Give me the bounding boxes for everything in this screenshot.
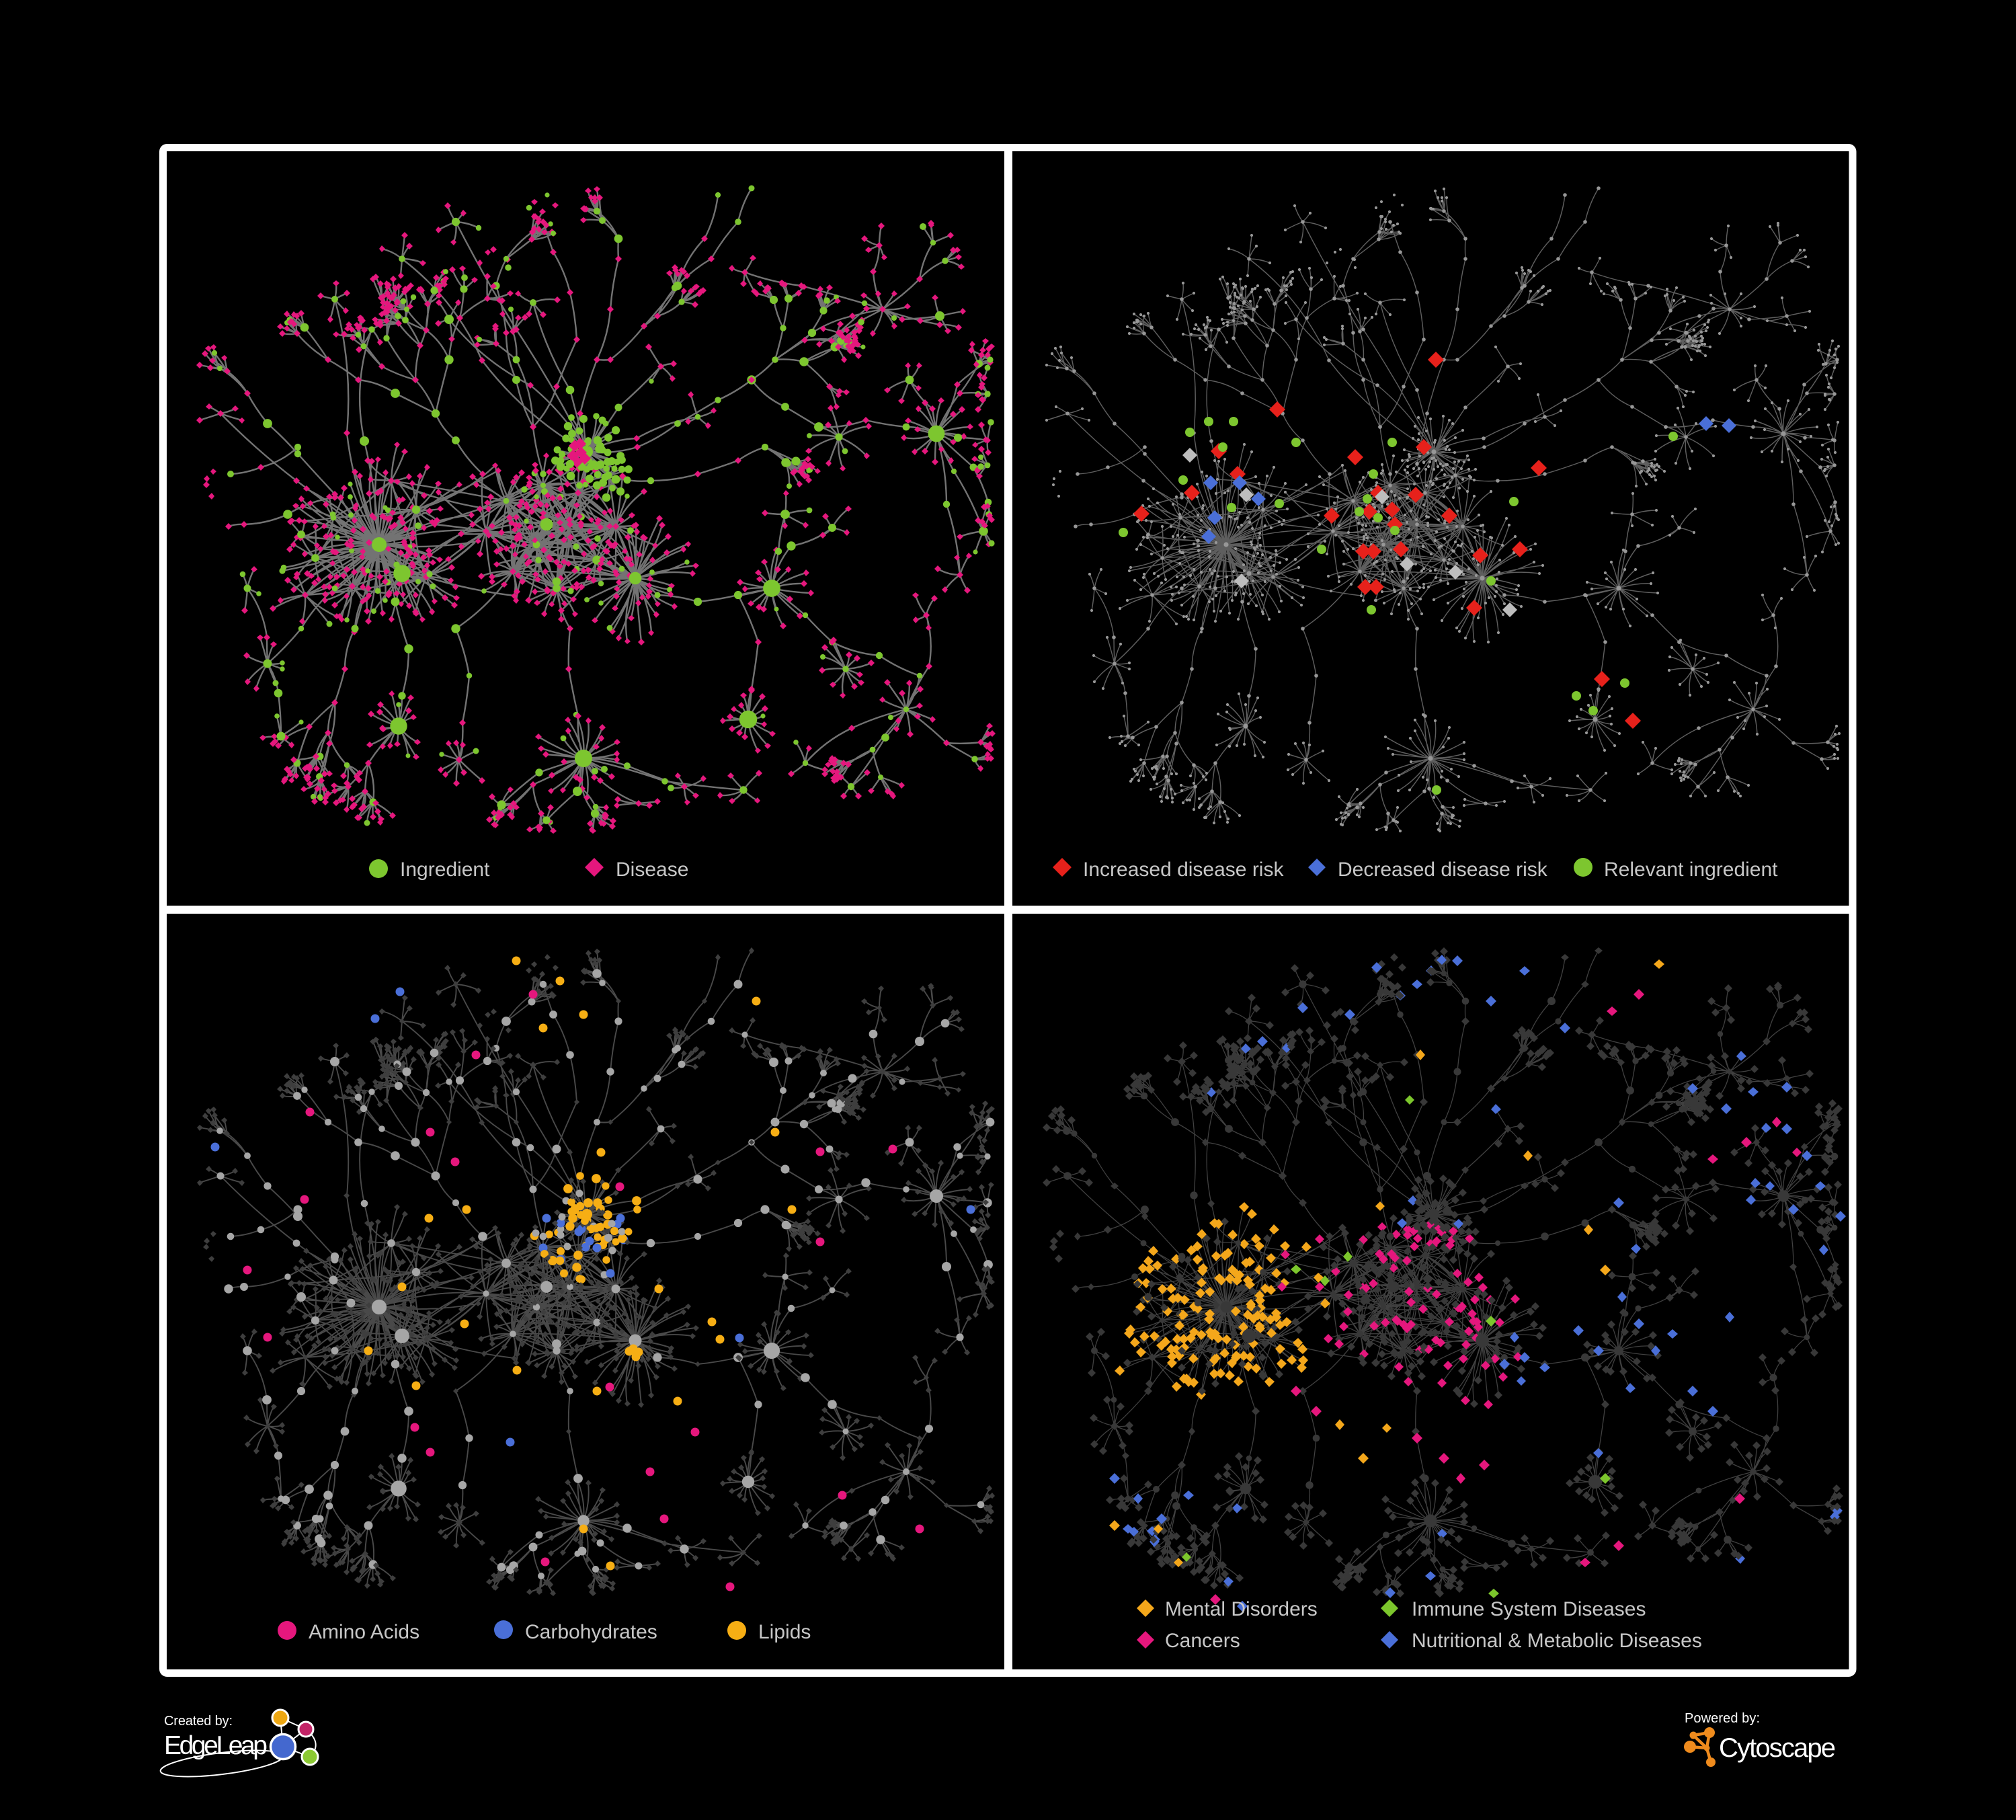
svg-text:Amino Acids: Amino Acids [309,1621,419,1643]
svg-text:Nutritional & Metabolic Diseas: Nutritional & Metabolic Diseases [1412,1630,1702,1652]
svg-text:Mental Disorders: Mental Disorders [1165,1598,1318,1620]
svg-text:Decreased disease risk: Decreased disease risk [1338,859,1548,881]
svg-text:Created by:: Created by: [164,1714,233,1729]
svg-text:Relevant ingredient: Relevant ingredient [1604,859,1778,881]
svg-text:Lipids: Lipids [758,1621,811,1643]
svg-text:Cytoscape: Cytoscape [1719,1733,1836,1763]
svg-text:EdgeLeap: EdgeLeap [164,1731,268,1760]
svg-text:Increased disease risk: Increased disease risk [1083,859,1284,881]
svg-text:Ingredient: Ingredient [400,859,490,881]
svg-text:Disease: Disease [616,859,688,881]
svg-text:Immune System Diseases: Immune System Diseases [1412,1598,1646,1620]
svg-text:Cancers: Cancers [1165,1630,1240,1652]
svg-text:Carbohydrates: Carbohydrates [525,1621,657,1643]
svg-text:Powered by:: Powered by: [1685,1711,1760,1726]
